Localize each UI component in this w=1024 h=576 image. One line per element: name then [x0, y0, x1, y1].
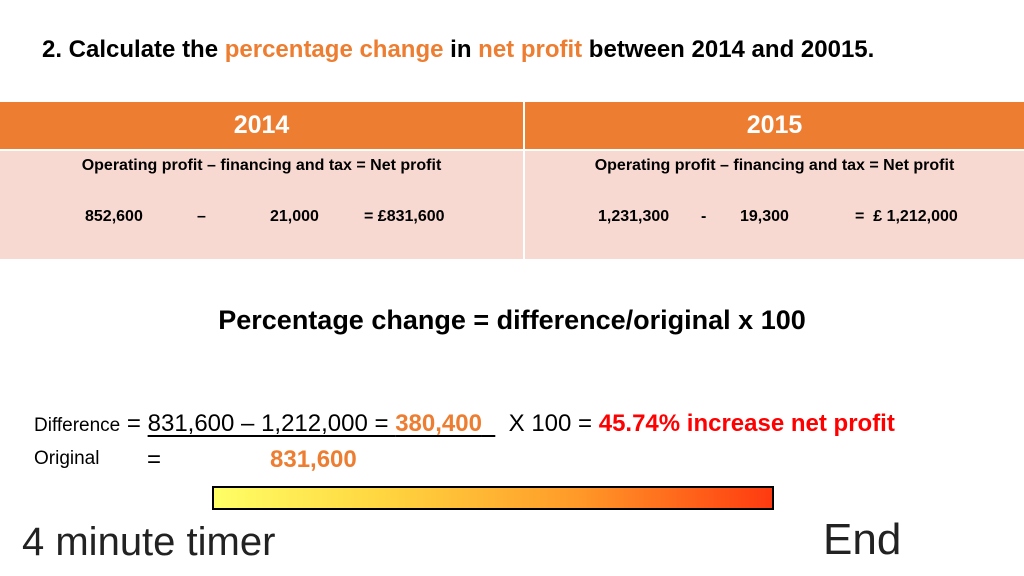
timer-progress-bar	[212, 486, 774, 510]
formula-text-2015: Operating profit – financing and tax = N…	[594, 157, 955, 174]
original-value: 831,600	[270, 446, 357, 473]
profit-table: 2014 2015 Operating profit – financing a…	[0, 102, 1024, 259]
financing-2014: 21,000	[270, 208, 319, 225]
question-mid: in	[443, 36, 479, 63]
difference-line: Difference = 831,600 – 1,212,000 = 380,4…	[34, 410, 895, 438]
question-highlight-percentage-change: percentage change	[224, 36, 444, 63]
question-suffix: between 2014 and 20015.	[582, 36, 875, 63]
header-2014: 2014	[0, 102, 525, 149]
net-profit-2015: = £ 1,212,000	[855, 208, 958, 225]
question-prefix: 2. Calculate the	[42, 36, 225, 63]
question-title: 2. Calculate the percentage change in ne…	[42, 36, 874, 64]
operator-2015: -	[701, 208, 707, 225]
header-2015: 2015	[525, 102, 1024, 149]
difference-expr-text: 831,600 – 1,212,000 =	[147, 410, 396, 437]
end-label: End	[823, 515, 902, 564]
percentage-change-formula: Percentage change = difference/original …	[218, 305, 806, 335]
difference-expression: 831,600 – 1,212,000 = 380,400	[148, 410, 496, 437]
difference-label: Difference	[34, 415, 121, 436]
cell-2015: Operating profit – financing and tax = N…	[525, 149, 1024, 259]
timer-label: 4 minute timer	[22, 520, 276, 564]
result-text: 45.74% increase net profit	[598, 410, 895, 437]
financing-2015: 19,300	[740, 208, 789, 225]
net-profit-2014: = £831,600	[364, 208, 445, 225]
difference-value: 380,400	[395, 410, 482, 437]
operator-2014: –	[197, 208, 206, 225]
original-equals: =	[147, 446, 162, 473]
times-100: X 100 =	[508, 410, 599, 437]
formula-text-2014: Operating profit – financing and tax = N…	[81, 157, 442, 174]
question-highlight-net-profit: net profit	[478, 36, 583, 63]
original-line: Original	[34, 448, 99, 470]
original-label: Original	[34, 448, 100, 469]
difference-equals: =	[120, 410, 148, 437]
operating-2014: 852,600	[85, 208, 143, 225]
cell-2014: Operating profit – financing and tax = N…	[0, 149, 525, 259]
operating-2015: 1,231,300	[598, 208, 670, 225]
